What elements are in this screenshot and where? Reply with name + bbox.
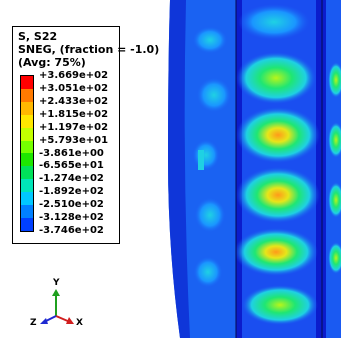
legend-title-averaging: (Avg: 75%) bbox=[18, 56, 86, 69]
legend-value: +3.669e+02 bbox=[39, 70, 109, 81]
stress-spot bbox=[242, 285, 318, 325]
legend: S, S22 SNEG, (fraction = -1.0) (Avg: 75%… bbox=[12, 26, 159, 244]
left-patch bbox=[193, 256, 223, 288]
legend-band bbox=[21, 192, 33, 206]
legend-value: -2.510e+02 bbox=[39, 199, 104, 211]
stress-spot bbox=[234, 228, 318, 276]
left-patch bbox=[192, 139, 220, 171]
right-spot bbox=[328, 62, 341, 98]
y-axis-label: Y bbox=[53, 278, 60, 288]
panel-stiffener-left bbox=[236, 0, 242, 338]
legend-band bbox=[21, 217, 33, 231]
legend-value: -3.746e+02 bbox=[39, 225, 104, 236]
legend-band bbox=[21, 205, 33, 218]
axis-triad: Y Z X bbox=[28, 278, 88, 330]
legend-band bbox=[21, 166, 33, 180]
right-spot bbox=[328, 122, 341, 158]
legend-band bbox=[21, 114, 33, 128]
legend-band bbox=[21, 127, 33, 141]
legend-value: +1.815e+02 bbox=[39, 108, 109, 120]
legend-value: -6.565e+01 bbox=[39, 160, 104, 172]
legend-value: +1.197e+02 bbox=[39, 121, 109, 133]
stress-spot bbox=[236, 167, 320, 223]
axis-triad-icon bbox=[40, 289, 74, 324]
panel-stiffener-right bbox=[316, 0, 322, 338]
legend-band bbox=[21, 76, 33, 89]
legend-value: -3.861e+00 bbox=[39, 147, 104, 159]
left-patch bbox=[194, 197, 226, 233]
legend-band bbox=[21, 179, 33, 193]
legend-value: +2.433e+02 bbox=[39, 95, 109, 107]
left-patch bbox=[196, 77, 232, 113]
legend-title-variable: S, S22 bbox=[18, 30, 58, 43]
stress-spot bbox=[236, 107, 320, 163]
right-spot bbox=[328, 242, 341, 274]
legend-value: +5.793e+01 bbox=[39, 134, 109, 146]
legend-band bbox=[21, 153, 33, 167]
legend-value: -3.128e+02 bbox=[39, 212, 104, 224]
shell-left-shadow bbox=[168, 0, 190, 338]
right-spot bbox=[328, 182, 341, 218]
legend-value: -1.274e+02 bbox=[39, 173, 104, 185]
legend-band bbox=[21, 101, 33, 115]
legend-band bbox=[21, 140, 33, 154]
x-axis-label: X bbox=[76, 318, 83, 328]
left-highlight bbox=[198, 150, 204, 170]
stress-spot bbox=[236, 52, 316, 104]
z-axis-label: Z bbox=[30, 318, 37, 328]
legend-color-bar bbox=[20, 75, 34, 232]
legend-value: +3.051e+02 bbox=[39, 82, 109, 94]
legend-title-section: SNEG, (fraction = -1.0) bbox=[18, 43, 160, 56]
legend-value: -1.892e+02 bbox=[39, 186, 104, 198]
panel-right-edge bbox=[322, 0, 326, 338]
stress-spot bbox=[238, 4, 310, 40]
left-patch bbox=[192, 26, 228, 54]
legend-band bbox=[21, 88, 33, 102]
